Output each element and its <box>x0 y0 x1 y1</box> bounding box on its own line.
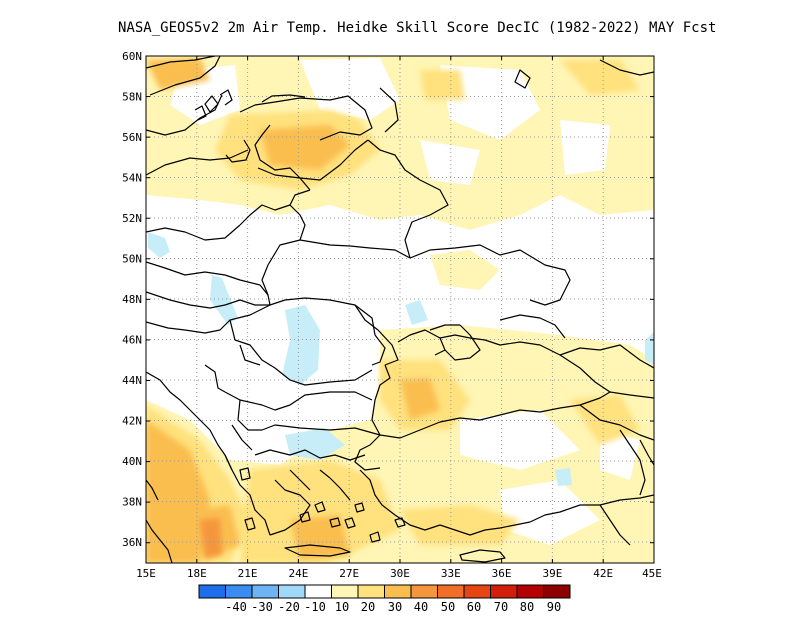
colorbar-label: 50 <box>441 600 455 614</box>
lat-label: 46N <box>122 334 142 347</box>
lat-label: 58N <box>122 91 142 104</box>
colorbar-swatch <box>463 584 491 599</box>
lon-label: 24E <box>288 567 308 580</box>
lat-label: 36N <box>122 536 142 549</box>
colorbar-label: 10 <box>335 600 349 614</box>
colorbar-swatch <box>198 584 226 599</box>
coastlines-and-borders <box>146 56 654 563</box>
colorbar-label: 70 <box>494 600 508 614</box>
colorbar-label: 80 <box>520 600 534 614</box>
lon-label: 21E <box>238 567 258 580</box>
colorbar-swatch <box>490 584 518 599</box>
skill-score-shading <box>146 56 654 563</box>
lon-label: 42E <box>593 567 613 580</box>
lon-label: 18E <box>187 567 207 580</box>
lon-label: 15E <box>136 567 156 580</box>
colorbar-swatch <box>251 584 279 599</box>
lat-label: 56N <box>122 131 142 144</box>
colorbar-labels: -40 -30 -20 -10 10 20 30 40 50 60 70 80 … <box>225 600 561 614</box>
lat-label: 48N <box>122 293 142 306</box>
gridlines <box>146 56 654 563</box>
colorbar-swatch <box>331 584 359 599</box>
colorbar-swatch <box>516 584 544 599</box>
colorbar-label: 60 <box>467 600 481 614</box>
colorbar-swatch <box>278 584 306 599</box>
colorbar-label: 20 <box>361 600 375 614</box>
longitude-labels: 15E 18E 21E 24E 27E 30E 33E 36E 39E 42E … <box>136 567 662 580</box>
colorbar-label: 40 <box>414 600 428 614</box>
lat-label: 44N <box>122 374 142 387</box>
colorbar-label: -20 <box>278 600 300 614</box>
colorbar-swatch <box>410 584 438 599</box>
lon-label: 39E <box>542 567 562 580</box>
colorbar <box>198 584 571 599</box>
lat-label: 52N <box>122 212 142 225</box>
lon-label: 36E <box>492 567 512 580</box>
colorbar-label: 30 <box>388 600 402 614</box>
colorbar-label: -40 <box>225 600 247 614</box>
colorbar-swatch <box>384 584 412 599</box>
colorbar-swatch <box>357 584 385 599</box>
colorbar-swatch <box>304 584 332 599</box>
lat-label: 42N <box>122 415 142 428</box>
lon-label: 30E <box>390 567 410 580</box>
lon-label: 27E <box>339 567 359 580</box>
axis-ticks <box>145 55 655 563</box>
map-title: NASA_GEOS5v2 2m Air Temp. Heidke Skill S… <box>118 20 717 36</box>
lat-label: 40N <box>122 455 142 468</box>
lon-label: 45E <box>642 567 662 580</box>
lat-label: 50N <box>122 253 142 266</box>
lat-label: 54N <box>122 172 142 185</box>
colorbar-label: -30 <box>251 600 273 614</box>
colorbar-label: -10 <box>304 600 326 614</box>
lat-label: 60N <box>122 50 142 63</box>
colorbar-swatch <box>543 584 571 599</box>
colorbar-swatch <box>437 584 465 599</box>
lon-label: 33E <box>441 567 461 580</box>
colorbar-swatch <box>225 584 253 599</box>
latitude-labels: 60N 58N 56N 54N 52N 50N 48N 46N 44N 42N … <box>122 50 142 549</box>
lat-label: 38N <box>122 496 142 509</box>
colorbar-label: 90 <box>547 600 561 614</box>
